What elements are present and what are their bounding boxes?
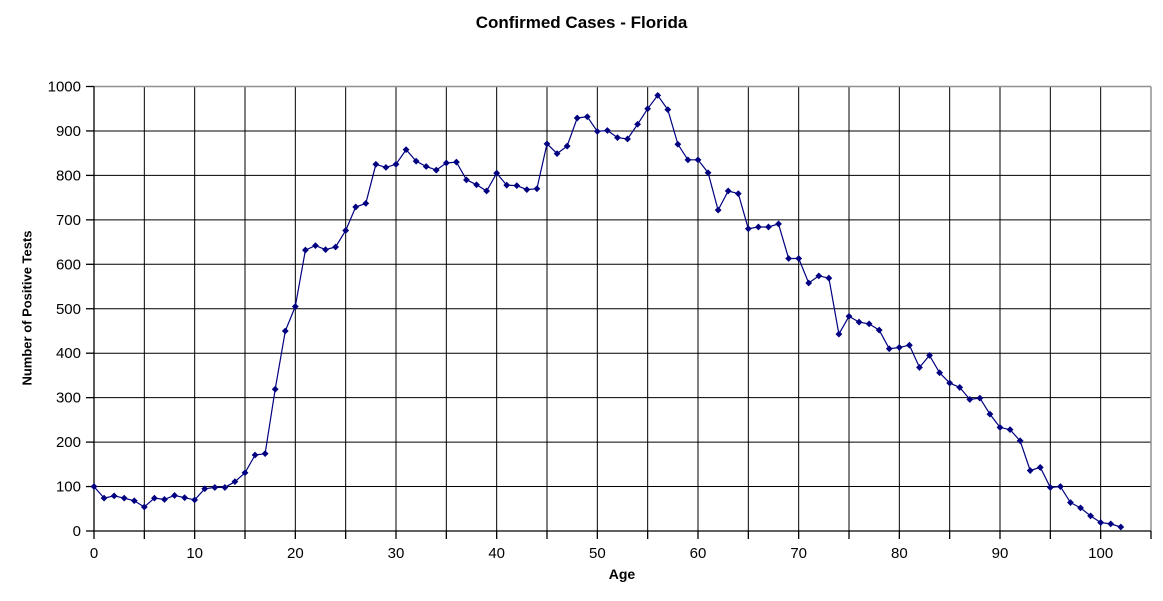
x-axis-title: Age bbox=[608, 566, 636, 582]
y-tick-label: 0 bbox=[73, 523, 81, 540]
x-tick-label: 100 bbox=[1088, 545, 1113, 562]
y-tick-label: 300 bbox=[56, 390, 81, 407]
y-tick-label: 400 bbox=[56, 345, 81, 362]
x-tick-label: 20 bbox=[287, 545, 304, 562]
x-tick-label: 30 bbox=[388, 545, 405, 562]
y-tick-label: 200 bbox=[56, 434, 81, 451]
y-tick-label: 500 bbox=[56, 301, 81, 318]
data-series-line bbox=[93, 94, 1121, 528]
y-tick-label: 600 bbox=[56, 256, 81, 273]
x-tick-label: 80 bbox=[891, 545, 908, 562]
chart-title: Confirmed Cases - Florida bbox=[475, 13, 688, 32]
x-tick-label: 90 bbox=[992, 545, 1009, 562]
y-tick-label: 100 bbox=[56, 479, 81, 496]
data-point-markers bbox=[90, 91, 1125, 531]
y-tick-label: 800 bbox=[56, 167, 81, 184]
y-tick-label: 700 bbox=[56, 212, 81, 229]
x-tick-label: 70 bbox=[790, 545, 807, 562]
y-tick-label: 900 bbox=[56, 123, 81, 140]
x-tick-label: 40 bbox=[488, 545, 505, 562]
y-tick-label: 1000 bbox=[48, 79, 81, 96]
x-tick-label: 10 bbox=[186, 545, 203, 562]
x-tick-label: 0 bbox=[90, 545, 98, 562]
x-tick-label: 60 bbox=[690, 545, 707, 562]
x-tick-label: 50 bbox=[589, 545, 606, 562]
